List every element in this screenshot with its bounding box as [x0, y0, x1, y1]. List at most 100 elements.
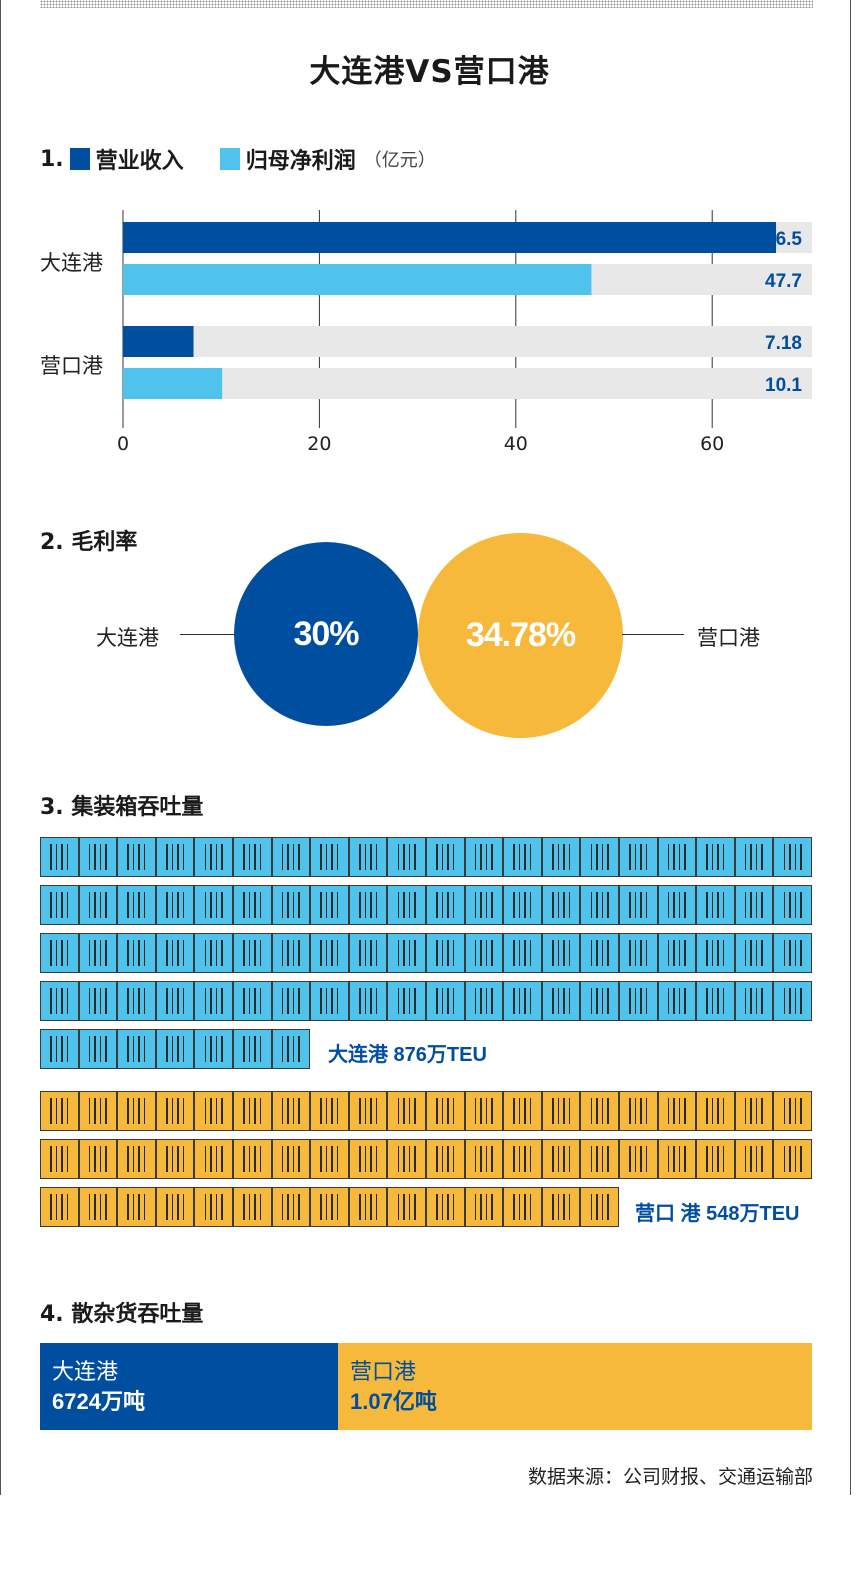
bar-value-label: 10.1	[765, 375, 802, 396]
container-row	[40, 1029, 311, 1069]
container-icon	[78, 1091, 118, 1131]
margin-value-yingkou: 34.78%	[465, 616, 576, 654]
container-row	[40, 1139, 812, 1179]
container-icon	[387, 1091, 426, 1131]
bar-value-label: 66.5	[765, 229, 802, 250]
container-icon	[541, 1187, 581, 1227]
legend-swatch-profit	[219, 148, 240, 170]
section2-title: 2. 毛利率	[40, 530, 138, 555]
bar-value-label: 47.7	[765, 271, 802, 292]
bar-track	[123, 368, 812, 399]
container-icon	[310, 981, 349, 1021]
container-icon	[464, 1139, 504, 1179]
container-icon	[348, 981, 388, 1021]
bulk-bar-yingkou: 营口港 1.07亿吨	[338, 1343, 812, 1430]
container-icon	[194, 1139, 233, 1179]
container-icon	[618, 933, 658, 973]
container-label-dalian: 大连港 876万TEU	[328, 1044, 487, 1066]
container-icon	[734, 1139, 774, 1179]
container-icon	[310, 885, 349, 925]
container-icon	[773, 1139, 812, 1179]
x-tick-label: 0	[117, 433, 129, 455]
section1-number: 1.	[40, 146, 64, 172]
container-icon	[618, 1139, 658, 1179]
container-label-yingkou: 营口 港 548万TEU	[635, 1203, 800, 1225]
container-icon	[503, 837, 542, 877]
container-icon	[117, 885, 156, 925]
container-icon	[271, 1187, 311, 1227]
container-icon	[734, 885, 774, 925]
container-icon	[387, 837, 426, 877]
container-icon	[387, 885, 426, 925]
container-icon	[618, 885, 658, 925]
container-icon	[117, 981, 156, 1021]
container-icon	[773, 981, 812, 1021]
container-icon	[425, 933, 465, 973]
container-icon	[232, 885, 272, 925]
container-icon	[773, 933, 812, 973]
container-icon	[348, 1091, 388, 1131]
container-icon	[232, 933, 272, 973]
container-icon	[580, 1187, 619, 1227]
container-icon	[117, 1091, 156, 1131]
container-icon	[194, 1029, 233, 1069]
container-icon	[310, 1187, 349, 1227]
container-icon	[310, 837, 349, 877]
margin-label-dalian: 大连港	[96, 626, 159, 650]
section4-title: 4. 散杂货吞吐量	[40, 1302, 204, 1327]
data-source: 数据来源：公司财报、交通运输部	[527, 1466, 813, 1488]
container-icon	[78, 933, 118, 973]
container-icon	[40, 1187, 79, 1227]
margin-circle-dalian: 30%	[234, 542, 418, 726]
container-icon	[271, 1029, 311, 1069]
container-icon	[117, 837, 156, 877]
container-icon	[155, 1029, 195, 1069]
container-icon	[271, 933, 311, 973]
bar-0-1	[123, 264, 592, 295]
container-icon	[657, 981, 697, 1021]
container-icon	[464, 1187, 504, 1227]
container-icon	[734, 837, 774, 877]
container-icon	[618, 1091, 658, 1131]
container-icon	[78, 1029, 118, 1069]
container-icon	[657, 1139, 697, 1179]
right-border	[850, 0, 851, 1495]
container-icon	[155, 1091, 195, 1131]
container-icon	[40, 1091, 79, 1131]
container-icon	[503, 1187, 542, 1227]
container-icon	[232, 1139, 272, 1179]
category-label-dalian: 大连港	[40, 251, 103, 275]
container-icon	[40, 1139, 79, 1179]
container-icon	[117, 1187, 156, 1227]
container-row	[40, 1187, 619, 1227]
bar-value-label: 7.18	[765, 333, 802, 354]
container-icon	[40, 933, 79, 973]
margin-value-dalian: 30%	[293, 614, 359, 653]
container-icon	[464, 837, 504, 877]
container-icon	[310, 1139, 349, 1179]
container-icon	[773, 1091, 812, 1131]
container-icon	[348, 837, 388, 877]
container-icon	[78, 981, 118, 1021]
bulk-value-yingkou: 1.07亿吨	[350, 1389, 437, 1414]
container-icon	[773, 885, 812, 925]
container-icon	[773, 837, 812, 877]
container-icon	[387, 981, 426, 1021]
x-tick-label: 20	[307, 433, 331, 455]
container-icon	[40, 981, 79, 1021]
container-icon	[734, 1091, 774, 1131]
container-icon	[271, 1139, 311, 1179]
connector-line-left	[180, 634, 240, 635]
container-row	[40, 933, 812, 973]
container-icon	[541, 837, 581, 877]
container-icon	[78, 1187, 118, 1227]
container-icon	[271, 837, 311, 877]
container-icon	[78, 837, 118, 877]
x-tick-label: 40	[504, 433, 528, 455]
container-icon	[271, 1091, 311, 1131]
container-icon	[40, 885, 79, 925]
bar-track	[123, 326, 812, 357]
container-icon	[425, 885, 465, 925]
container-icon	[541, 981, 581, 1021]
container-icon	[155, 837, 195, 877]
